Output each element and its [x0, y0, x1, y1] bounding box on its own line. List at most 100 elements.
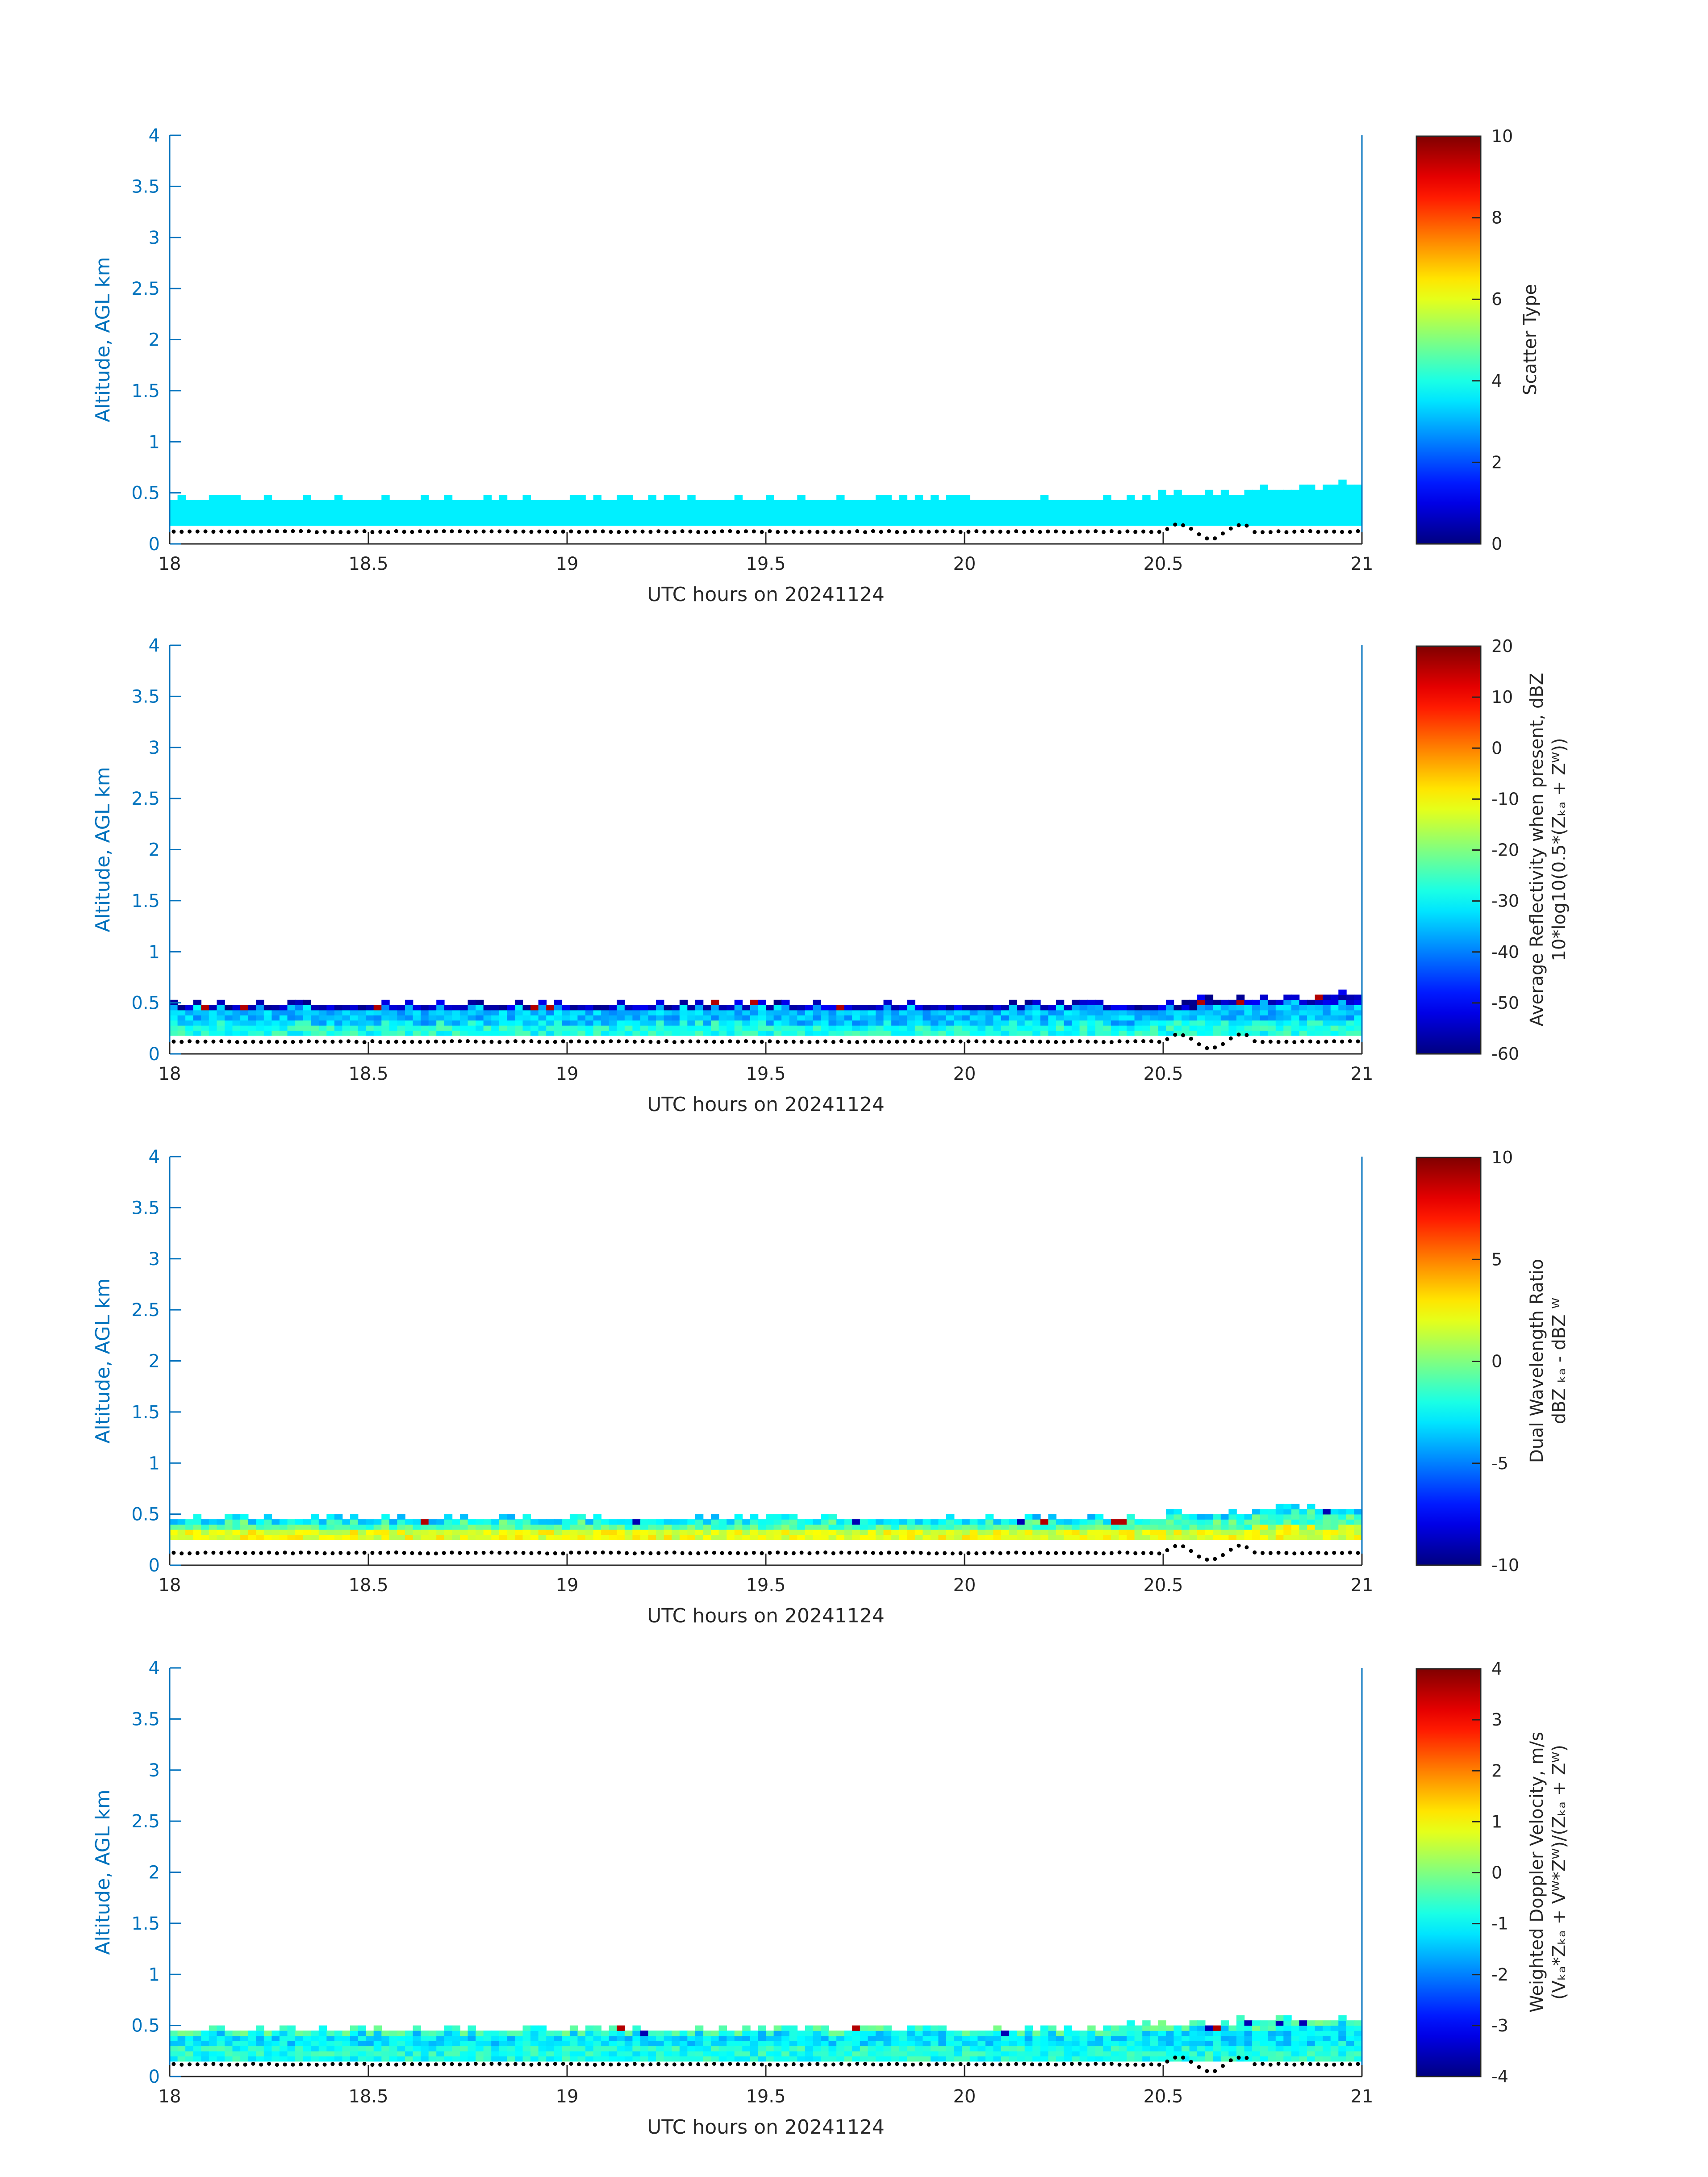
heatmap-cell: [789, 1514, 798, 1520]
heatmap-cell: [1189, 2051, 1198, 2056]
heatmap-cell: [350, 1030, 359, 1036]
heatmap-cell: [758, 2056, 766, 2062]
heatmap-cell: [373, 500, 382, 506]
heatmap-cell: [240, 1529, 249, 1535]
heatmap-cell: [1283, 489, 1292, 495]
heatmap-cell: [993, 2035, 1002, 2041]
heatmap-cell: [664, 1025, 672, 1031]
heatmap-cell: [1252, 1534, 1261, 1540]
heatmap-cell: [1150, 1015, 1159, 1021]
heatmap-cell: [1338, 2040, 1347, 2047]
heatmap-cell: [624, 1524, 633, 1530]
heatmap-cell: [436, 510, 445, 516]
heatmap-cell: [1299, 1519, 1307, 1525]
heatmap-cell: [891, 1534, 900, 1540]
heatmap-cell: [562, 500, 570, 506]
heatmap-cell: [170, 510, 178, 516]
colorbar-tick-label: 0: [1491, 1863, 1502, 1883]
heatmap-cell: [609, 1030, 618, 1036]
heatmap-cell: [781, 1030, 790, 1036]
heatmap-cell: [703, 1010, 711, 1015]
heatmap-cell: [468, 510, 476, 516]
heatmap-cell: [562, 510, 570, 516]
heatmap-cell: [1056, 510, 1065, 516]
heatmap-cell: [1338, 2020, 1347, 2026]
heatmap-cell: [672, 495, 680, 501]
heatmap-cell: [1158, 2040, 1166, 2047]
heatmap-cell: [758, 1030, 766, 1036]
heatmap-cell: [883, 505, 892, 511]
heatmap-cell: [1165, 510, 1174, 516]
heatmap-cell: [672, 2031, 680, 2036]
heatmap-cell: [1024, 520, 1033, 526]
heatmap-cell: [381, 1030, 390, 1036]
surface-dot: [1213, 1045, 1217, 1050]
heatmap-cell: [727, 1025, 735, 1031]
heatmap-cell: [687, 2040, 696, 2047]
heatmap-cell: [1119, 1030, 1127, 1036]
heatmap-cell: [1291, 2031, 1300, 2036]
heatmap-cell: [601, 515, 610, 521]
heatmap-cell: [1338, 495, 1347, 501]
heatmap-cell: [687, 505, 696, 511]
heatmap-cell: [805, 1534, 814, 1540]
heatmap-cell: [679, 2056, 688, 2062]
heatmap-cell: [421, 1010, 429, 1015]
surface-dot: [696, 2062, 701, 2066]
heatmap-cell: [648, 1015, 656, 1021]
heatmap-cell: [821, 515, 829, 521]
heatmap-cell: [1205, 1524, 1214, 1530]
heatmap-cell: [742, 1519, 751, 1525]
heatmap-cell: [405, 1030, 413, 1036]
heatmap-cell: [985, 2035, 994, 2041]
surface-dot: [1244, 2056, 1249, 2060]
heatmap-cell: [758, 2051, 766, 2056]
surface-dot: [593, 1550, 597, 1555]
heatmap-cell: [311, 1524, 319, 1530]
heatmap-cell: [256, 1519, 264, 1525]
heatmap-cell: [687, 1025, 696, 1031]
heatmap-cell: [295, 2031, 304, 2036]
heatmap-cell: [883, 495, 892, 501]
heatmap-cell: [679, 500, 688, 506]
heatmap-cell: [373, 1030, 382, 1036]
heatmap-cell: [1252, 1025, 1261, 1031]
heatmap-cell: [640, 1534, 649, 1540]
heatmap-cell: [240, 1005, 249, 1011]
heatmap-cell: [1299, 1524, 1307, 1530]
heatmap-cell: [232, 2046, 241, 2052]
heatmap-cell: [522, 1015, 531, 1021]
heatmap-cell: [554, 520, 563, 526]
heatmap-cell: [1017, 510, 1025, 516]
heatmap-cell: [1182, 510, 1190, 516]
heatmap-cell: [930, 1524, 939, 1530]
heatmap-cell: [209, 1015, 217, 1021]
heatmap-cell: [1260, 1509, 1268, 1515]
heatmap-cell: [875, 2035, 884, 2041]
surface-dot: [505, 1550, 509, 1555]
heatmap-cell: [868, 1025, 876, 1031]
heatmap-cell: [240, 2040, 249, 2047]
heatmap-cell: [476, 2046, 484, 2052]
heatmap-cell: [993, 2046, 1002, 2052]
heatmap-cell: [883, 1020, 892, 1026]
heatmap-cell: [1032, 2046, 1041, 2052]
heatmap-cell: [687, 520, 696, 526]
surface-dot: [1292, 1040, 1297, 1045]
heatmap-cell: [891, 2046, 900, 2052]
surface-dot: [513, 2062, 518, 2066]
heatmap-cell: [1268, 2040, 1276, 2047]
heatmap-cell: [1338, 2031, 1347, 2036]
heatmap-cell: [821, 1529, 829, 1535]
heatmap-cell: [389, 1010, 398, 1015]
surface-dot: [784, 2063, 788, 2067]
surface-dot: [1062, 1551, 1066, 1555]
heatmap-cell: [1064, 2031, 1072, 2036]
heatmap-cell: [373, 1524, 382, 1530]
heatmap-cell: [773, 505, 782, 511]
heatmap-cell: [1260, 2040, 1268, 2047]
heatmap-cell: [569, 1534, 578, 1540]
heatmap-cell: [624, 505, 633, 511]
heatmap-cell: [232, 1529, 241, 1535]
heatmap-cell: [522, 2025, 531, 2031]
